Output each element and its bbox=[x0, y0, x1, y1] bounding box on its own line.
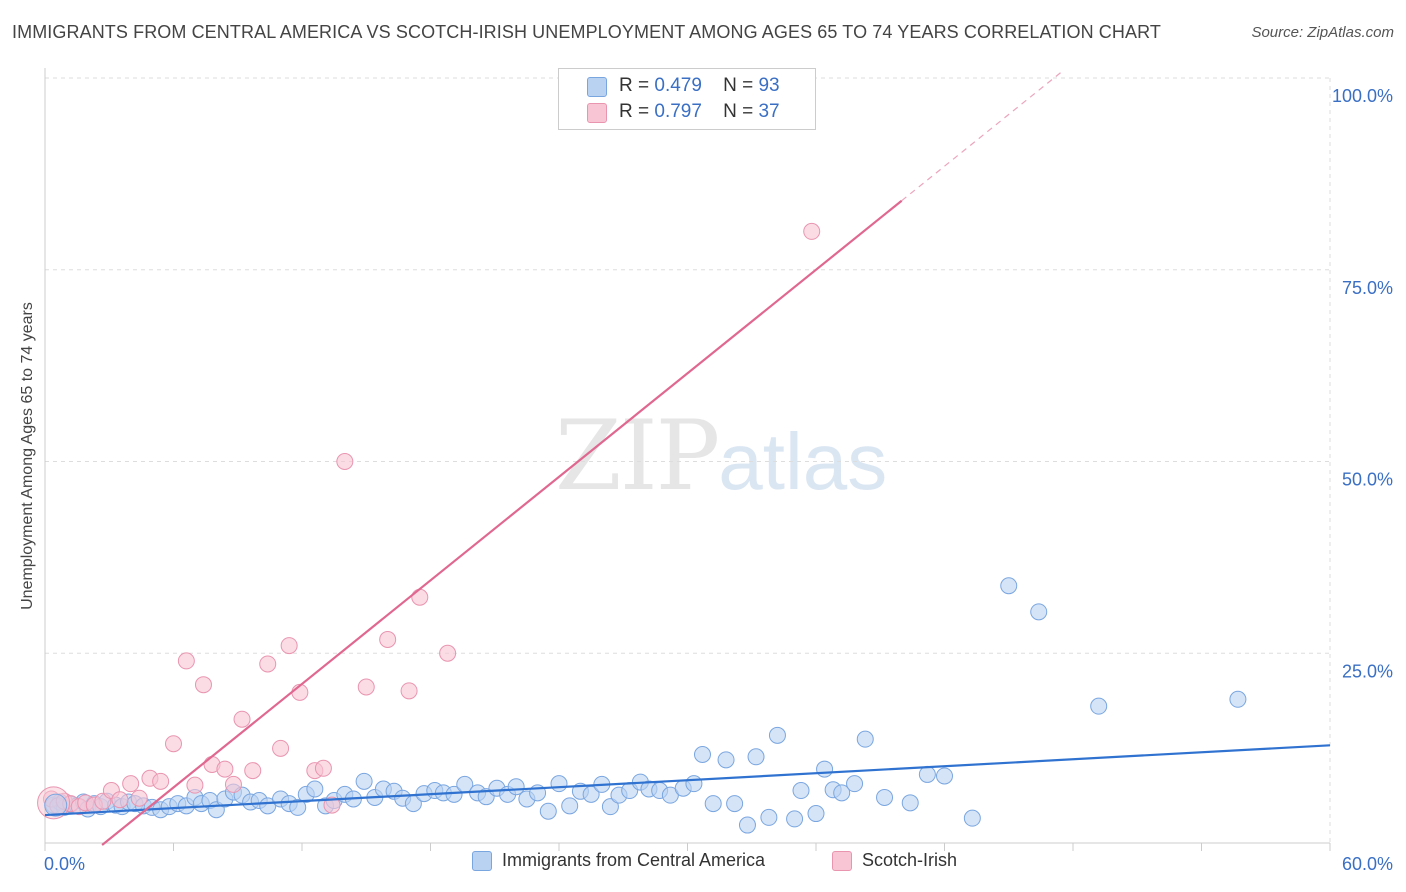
legend-n-label: N = bbox=[723, 75, 754, 96]
scotch-irish-point bbox=[216, 760, 234, 778]
central-america-point bbox=[539, 802, 557, 820]
central-america-point bbox=[856, 730, 874, 748]
scotch-irish-point bbox=[122, 775, 140, 793]
legend-n-value: 37 bbox=[758, 101, 780, 122]
central-america-point bbox=[846, 775, 864, 793]
central-america-point bbox=[704, 795, 722, 813]
legend-r-label: R = bbox=[619, 101, 650, 122]
central-america-point bbox=[786, 810, 804, 828]
y-tick-label: 50.0% bbox=[1342, 470, 1393, 490]
central-america-point bbox=[792, 782, 810, 800]
central-america-point bbox=[816, 760, 834, 778]
legend-row-pink: R = 0.797 N = 37 bbox=[619, 101, 780, 123]
watermark: ZIPatlas bbox=[555, 400, 887, 512]
bottom-legend-label-pink: Scotch-Irish bbox=[862, 850, 958, 870]
y-axis-label: Unemployment Among Ages 65 to 74 years bbox=[19, 302, 36, 610]
scotch-irish-point bbox=[803, 222, 821, 240]
central-america-point bbox=[685, 775, 703, 793]
x-tick-label-max: 60.0% bbox=[1342, 854, 1393, 874]
scotch-irish-point bbox=[165, 735, 182, 753]
central-america-point bbox=[747, 748, 765, 766]
bottom-legend-swatch-pink bbox=[832, 850, 852, 871]
y-tick-label: 25.0% bbox=[1342, 661, 1393, 681]
scotch-irish-point bbox=[272, 739, 290, 757]
scotch-irish-point bbox=[336, 453, 354, 470]
central-america-point bbox=[876, 788, 894, 806]
central-america-point bbox=[963, 809, 981, 827]
scotch-irish-point bbox=[314, 759, 332, 777]
scotch-irish-trendline-extension bbox=[901, 70, 1063, 202]
central-america-point bbox=[901, 794, 919, 812]
central-america-point bbox=[550, 775, 568, 793]
scotch-irish-point bbox=[177, 652, 195, 670]
central-america-point bbox=[918, 765, 936, 783]
scotch-irish-point bbox=[357, 678, 375, 696]
central-america-point bbox=[1229, 690, 1247, 708]
central-america-point bbox=[561, 797, 579, 815]
x-tick-label-min: 0.0% bbox=[44, 854, 85, 874]
central-america-point bbox=[936, 767, 953, 785]
central-america-point bbox=[833, 784, 851, 802]
central-america-point bbox=[289, 798, 307, 816]
central-america-point bbox=[601, 798, 619, 816]
central-america-point bbox=[1030, 603, 1048, 621]
scotch-irish-point bbox=[233, 710, 251, 728]
scotch-irish-point bbox=[194, 676, 212, 694]
central-america-point bbox=[306, 780, 324, 798]
legend-swatch-blue bbox=[587, 77, 607, 97]
scotch-irish-point bbox=[259, 655, 277, 673]
chart-title: IMMIGRANTS FROM CENTRAL AMERICA VS SCOTC… bbox=[12, 22, 1161, 42]
legend-n-value: 93 bbox=[758, 75, 780, 96]
central-america-point bbox=[738, 816, 756, 834]
scotch-irish-point bbox=[280, 637, 298, 655]
scotch-irish-point bbox=[379, 630, 397, 648]
central-america-cluster bbox=[44, 793, 68, 817]
central-america-trendline bbox=[44, 744, 1331, 817]
central-america-point bbox=[760, 808, 778, 826]
y-tick-label: 100.0% bbox=[1332, 86, 1393, 106]
bottom-legend-blue: Immigrants from Central America bbox=[472, 850, 765, 871]
central-america-point bbox=[726, 795, 744, 813]
scotch-irish-point bbox=[323, 796, 341, 814]
source-label: Source: ZipAtlas.com bbox=[1251, 24, 1394, 41]
legend-swatch-pink bbox=[587, 103, 607, 123]
watermark-zip: ZIP bbox=[555, 400, 720, 512]
scotch-irish-trendline bbox=[101, 199, 903, 846]
scotch-irish-point bbox=[224, 775, 242, 793]
y-tick-label: 75.0% bbox=[1342, 278, 1393, 298]
central-america-point bbox=[807, 805, 825, 823]
legend-n-label: N = bbox=[723, 101, 754, 122]
bottom-legend-pink: Scotch-Irish bbox=[832, 850, 957, 871]
central-america-point bbox=[693, 745, 711, 763]
central-america-point bbox=[768, 726, 786, 744]
correlation-legend: R = 0.479 N = 93 R = 0.797 N = 37 bbox=[558, 68, 816, 130]
scotch-irish-point bbox=[411, 588, 429, 606]
legend-row-blue: R = 0.479 N = 93 bbox=[619, 75, 780, 97]
scotch-irish-point bbox=[244, 762, 262, 780]
scotch-irish-point bbox=[439, 644, 457, 662]
legend-r-label: R = bbox=[619, 75, 650, 96]
scotch-irish-point bbox=[152, 772, 170, 790]
central-america-point bbox=[717, 751, 735, 769]
legend-r-value: 0.797 bbox=[654, 101, 702, 122]
scotch-irish-point bbox=[130, 789, 148, 807]
bottom-legend-swatch-blue bbox=[472, 850, 492, 871]
scotch-irish-point bbox=[111, 791, 129, 809]
central-america-point bbox=[1090, 697, 1108, 715]
legend-r-value: 0.479 bbox=[654, 75, 702, 96]
central-america-point bbox=[355, 772, 373, 790]
scotch-irish-point bbox=[186, 776, 204, 794]
bottom-legend: Immigrants from Central America Scotch-I… bbox=[0, 850, 1406, 878]
watermark-atlas: atlas bbox=[718, 417, 888, 506]
bottom-legend-label-blue: Immigrants from Central America bbox=[502, 850, 766, 870]
scotch-irish-point bbox=[400, 682, 418, 700]
central-america-point bbox=[1000, 577, 1018, 595]
